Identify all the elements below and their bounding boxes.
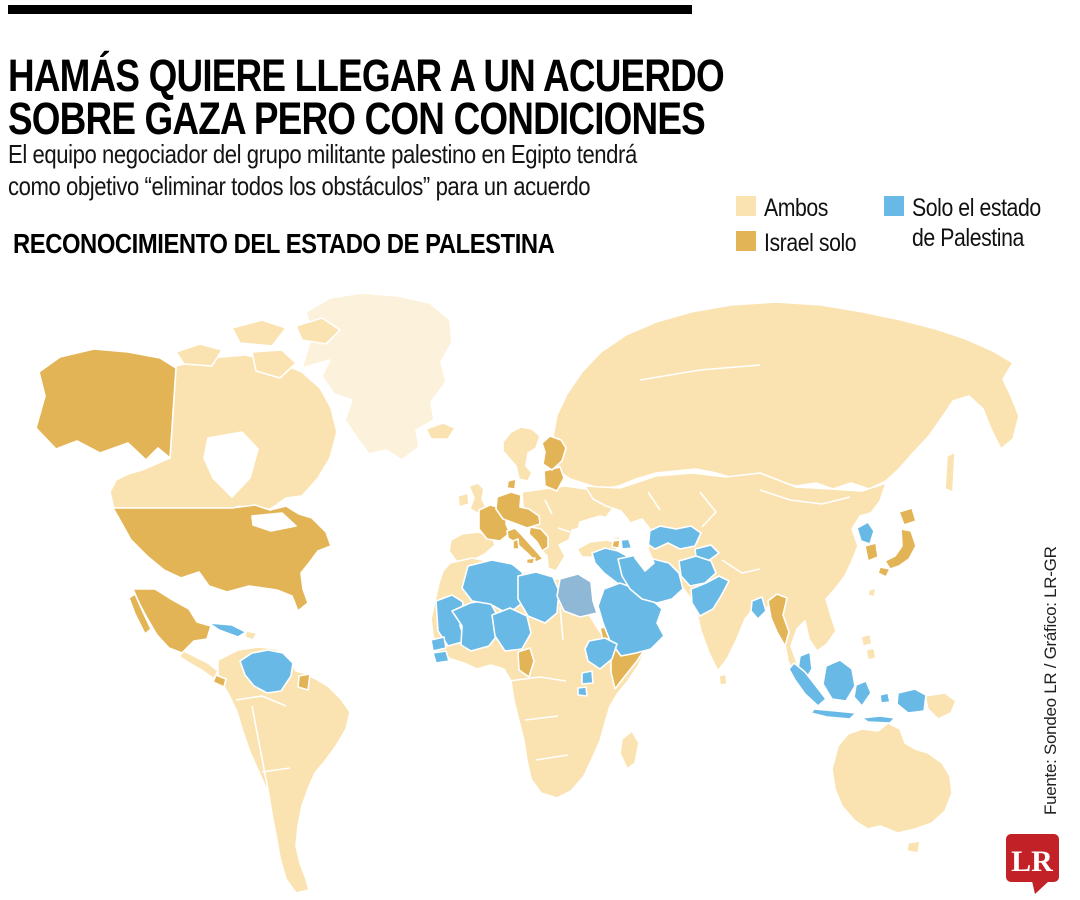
borders-africa <box>508 606 569 761</box>
country-borneo <box>822 659 856 702</box>
country-tasmania <box>906 840 921 854</box>
country-sulawesi <box>853 680 872 707</box>
country-greenland <box>301 292 453 461</box>
country-philippines-1 <box>860 633 873 647</box>
country-ireland <box>457 492 470 508</box>
lr-logo: LR <box>1006 834 1059 894</box>
title-line-2: SOBRE GAZA PERO CON CONDICIONES <box>8 93 706 145</box>
country-western-balkans <box>528 526 549 552</box>
country-hispaniola <box>244 630 258 641</box>
country-cuba <box>208 622 247 638</box>
country-russia <box>551 301 1020 490</box>
country-egypt <box>556 573 598 618</box>
country-central-america <box>179 649 219 680</box>
country-sardinia <box>512 538 520 550</box>
country-scandinavia <box>502 426 541 482</box>
legend-item-solo-palestina: Solo el estado de Palestina <box>884 193 1063 253</box>
country-sicily <box>525 557 536 565</box>
country-panama <box>212 674 227 688</box>
country-guinea <box>432 650 450 664</box>
subtitle-line-1: El equipo negociador del grupo militante… <box>8 139 637 169</box>
borders-south-america <box>235 695 291 827</box>
country-baltic-states <box>543 466 565 492</box>
country-philippines-2 <box>865 647 877 661</box>
page-title: HAMÁS QUIERE LLEGAR A UN ACUERDO SOBRE G… <box>8 50 881 145</box>
country-bangladesh <box>750 596 767 620</box>
country-australia <box>831 722 953 834</box>
country-venezuela <box>239 649 294 694</box>
country-iberia <box>448 531 496 563</box>
country-papua-new-guinea <box>924 692 957 720</box>
country-java <box>810 708 857 720</box>
borders-europe <box>544 499 571 533</box>
great-lakes <box>251 512 297 532</box>
country-madagascar <box>619 730 640 770</box>
country-rwanda-burundi <box>577 686 588 697</box>
country-finland <box>541 435 567 471</box>
borders-russia <box>639 364 761 381</box>
lr-logo-bubble <box>1006 834 1059 882</box>
country-west-papua <box>896 688 927 714</box>
country-iceland <box>425 422 456 440</box>
country-central-europe <box>495 491 541 529</box>
country-united-states <box>112 504 332 612</box>
country-libya <box>517 571 560 624</box>
country-afghanistan <box>678 555 717 587</box>
black-sea <box>577 515 628 540</box>
legend-label-solo-palestina-1: Solo el estado <box>912 194 1041 222</box>
country-south-korea <box>864 542 879 562</box>
source-credit: Fuente: Sondeo LR / Gráfico: LR-GR <box>1041 546 1060 815</box>
legend-item-ambos: Ambos <box>736 193 839 223</box>
subtitle-line-2: como objetivo “eliminar todos los obstác… <box>8 171 591 201</box>
caspian-sea <box>628 518 655 572</box>
country-japan-kyushu <box>877 566 891 578</box>
country-moluccas <box>879 692 891 704</box>
country-south-america <box>217 646 351 894</box>
country-pakistan <box>690 575 730 617</box>
country-denmark <box>506 478 517 490</box>
country-mexico <box>132 588 212 654</box>
legend-label-israel-solo: Israel solo <box>764 229 857 257</box>
country-sumatra <box>788 662 827 707</box>
country-ethiopia <box>584 637 618 670</box>
legend-label-ambos: Ambos <box>764 194 829 222</box>
legend-label-solo-palestina-2: de Palestina <box>912 224 1024 252</box>
country-arctic-island-2 <box>231 319 287 347</box>
section-title: RECONOCIMIENTO DEL ESTADO DE PALESTINA <box>13 228 555 259</box>
country-alaska <box>35 348 177 461</box>
country-arctic-island-3 <box>251 349 297 379</box>
country-arctic-island-4 <box>295 317 341 345</box>
title-line-1: HAMÁS QUIERE LLEGAR A UN ACUERDO <box>8 50 725 102</box>
country-uzbekistan-turkmenistan <box>644 525 702 550</box>
lr-logo-text: LR <box>1011 845 1053 878</box>
country-lesser-sunda <box>861 715 896 724</box>
country-armenia <box>611 539 621 549</box>
legend-swatch-solo-palestina <box>884 196 904 216</box>
country-senegal <box>430 636 447 652</box>
legend-swatch-israel-solo <box>736 231 756 251</box>
legend-swatch-ambos <box>736 196 756 216</box>
country-uganda <box>581 670 594 685</box>
country-sakhalin <box>944 451 956 493</box>
country-niger <box>491 607 532 652</box>
country-taiwan <box>867 587 877 598</box>
legend-item-israel-solo: Israel solo <box>736 228 872 258</box>
borders-asia <box>647 489 851 574</box>
country-sri-lanka <box>718 673 728 686</box>
country-arctic-island-1 <box>175 343 223 367</box>
lr-logo-tail <box>1032 881 1049 894</box>
country-north-korea <box>856 521 875 545</box>
hudson-bay <box>203 431 259 498</box>
country-japan-honshu <box>884 528 917 570</box>
country-baja-california <box>128 593 152 635</box>
country-suriname <box>297 673 311 691</box>
country-japan-hokkaido <box>898 507 917 526</box>
world-map <box>35 292 1020 894</box>
subtitle: El equipo negociador del grupo militante… <box>8 138 748 202</box>
country-cameroon <box>517 647 535 678</box>
country-myanmar <box>767 593 790 647</box>
top-bar <box>8 5 692 14</box>
